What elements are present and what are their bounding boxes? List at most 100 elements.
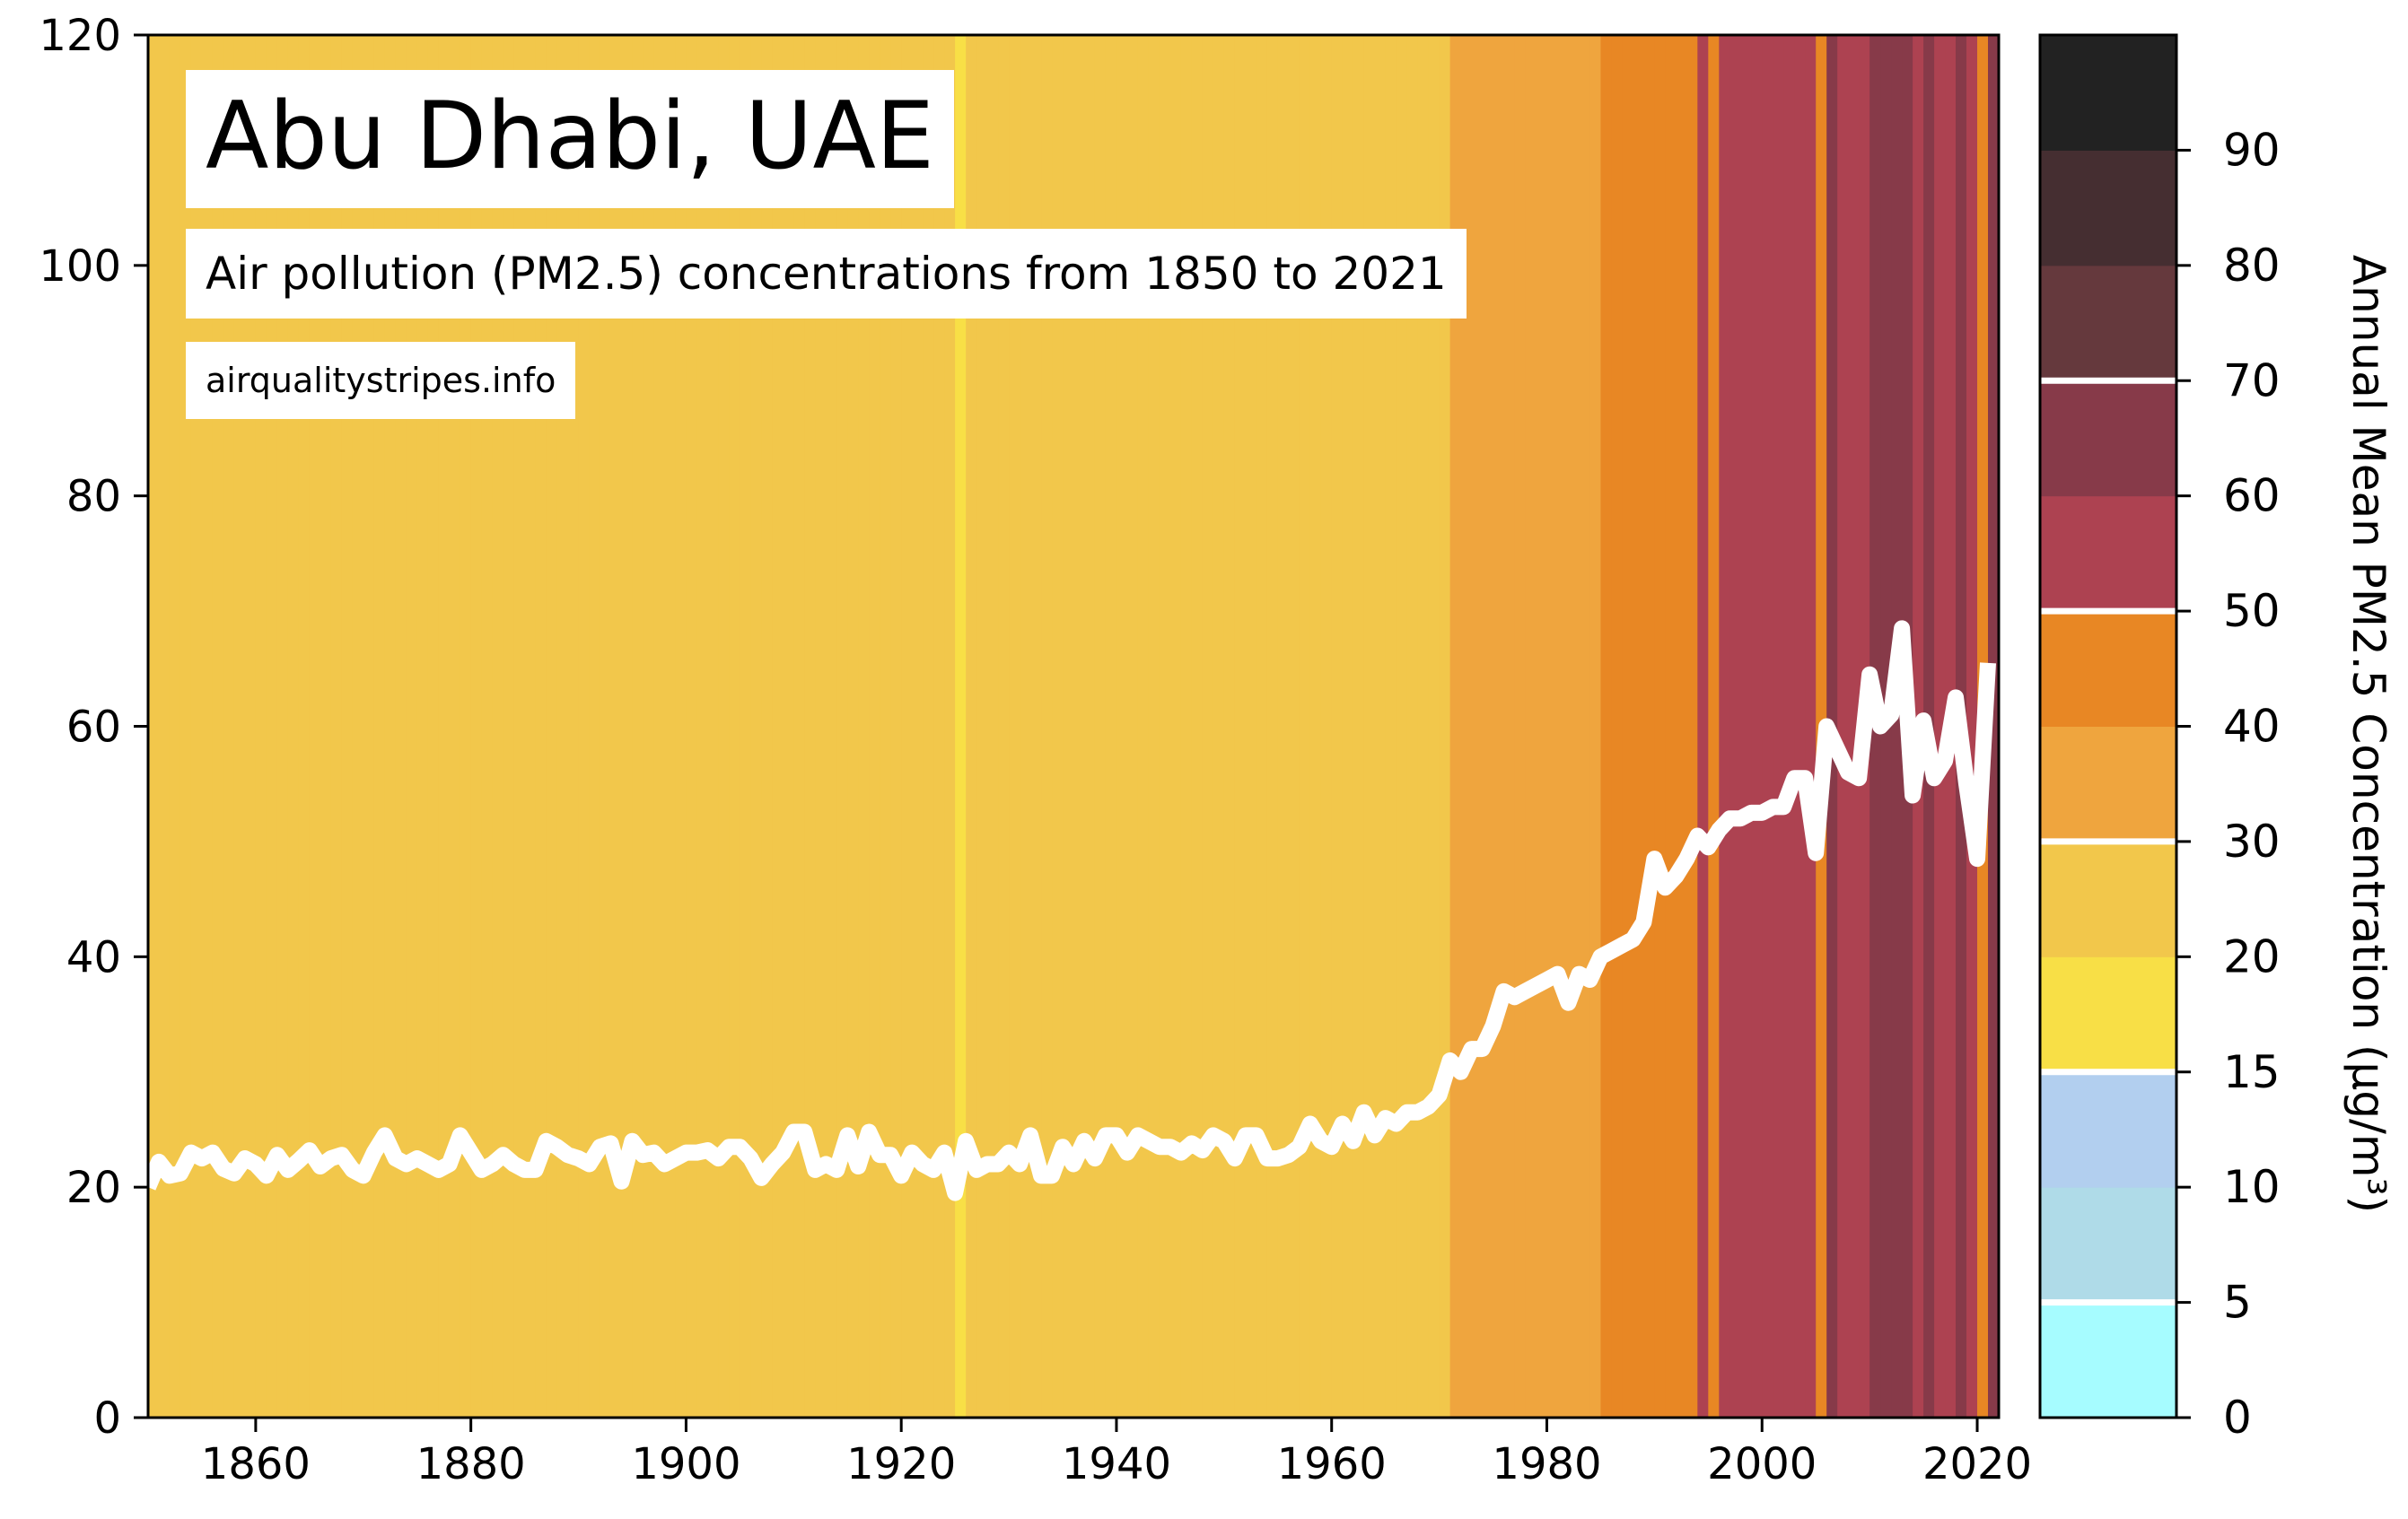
stripe-1986 — [1611, 35, 1624, 1418]
stripe-1985 — [1600, 35, 1613, 1418]
stripe-1894 — [621, 35, 634, 1418]
stripe-1978 — [1525, 35, 1537, 1418]
stripe-1891 — [589, 35, 601, 1418]
colorbar-label: Annual Mean PM2.5 Concentration (µg/m³) — [2342, 255, 2395, 1213]
stripe-1906 — [750, 35, 762, 1418]
stripe-2000 — [1762, 35, 1773, 1418]
x-tick-label-1980: 1980 — [1492, 1439, 1601, 1489]
x-tick-label-1940: 1940 — [1062, 1439, 1171, 1489]
stripe-1951 — [1234, 35, 1247, 1418]
y-tick-label-40: 40 — [66, 932, 121, 982]
stripe-2012 — [1891, 35, 1903, 1418]
stripe-1926 — [966, 35, 977, 1418]
stripe-1927 — [976, 35, 988, 1418]
colorbar-bin-80 — [2040, 150, 2176, 266]
stripe-1993 — [1686, 35, 1698, 1418]
stripe-1901 — [696, 35, 708, 1418]
stripe-1956 — [1288, 35, 1300, 1418]
colorbar-tick-label-0: 0 — [2223, 1392, 2252, 1444]
stripe-1973 — [1471, 35, 1484, 1418]
stripe-1988 — [1633, 35, 1644, 1418]
stripe-1903 — [718, 35, 730, 1418]
stripe-1904 — [729, 35, 740, 1418]
stripe-1996 — [1719, 35, 1730, 1418]
colorbar-tick-label-80: 80 — [2223, 240, 2281, 292]
stripe-2007 — [1837, 35, 1849, 1418]
colorbar-tick-label-15: 15 — [2223, 1046, 2281, 1098]
stripe-1944 — [1159, 35, 1171, 1418]
stripe-1921 — [912, 35, 924, 1418]
chart-title: Abu Dhabi, UAE — [186, 70, 954, 208]
stripe-1907 — [761, 35, 773, 1418]
stripe-1979 — [1536, 35, 1548, 1418]
y-tick-label-0: 0 — [93, 1393, 121, 1444]
stripe-1969 — [1428, 35, 1440, 1418]
stripe-1957 — [1299, 35, 1311, 1418]
colorbar-bin-60 — [2040, 380, 2176, 497]
colorbar-tick-label-60: 60 — [2223, 470, 2281, 522]
stripe-1931 — [1020, 35, 1031, 1418]
stripe-1981 — [1557, 35, 1570, 1418]
pm25-line-series — [140, 620, 1996, 1201]
stripe-1989 — [1643, 35, 1655, 1418]
stripe-1899 — [675, 35, 687, 1418]
stripe-1851 — [158, 35, 171, 1418]
stripe-1966 — [1396, 35, 1408, 1418]
stripe-1930 — [1009, 35, 1020, 1418]
stripe-1961 — [1342, 35, 1354, 1418]
colorbar-tick-label-70: 70 — [2223, 354, 2281, 406]
stripe-1998 — [1740, 35, 1752, 1418]
y-tick-label-60: 60 — [66, 703, 121, 753]
stripe-1977 — [1514, 35, 1527, 1418]
stripe-1997 — [1729, 35, 1741, 1418]
x-tick-label-1960: 1960 — [1277, 1439, 1387, 1489]
colorbar-tick-label-5: 5 — [2223, 1277, 2252, 1329]
colorbar-bin-5 — [2040, 1187, 2176, 1304]
colorbar-bin-40 — [2040, 611, 2176, 727]
stripe-1995 — [1708, 35, 1720, 1418]
stripe-1897 — [653, 35, 666, 1418]
stripe-1902 — [707, 35, 719, 1418]
stripe-1896 — [643, 35, 655, 1418]
stripe-1915 — [847, 35, 859, 1418]
y-tick-label-100: 100 — [39, 241, 121, 292]
stripe-2019 — [1966, 35, 1978, 1418]
stripe-1934 — [1052, 35, 1064, 1418]
stripe-1937 — [1083, 35, 1096, 1418]
stripe-1908 — [772, 35, 784, 1418]
stripe-1968 — [1417, 35, 1430, 1418]
stripe-1914 — [836, 35, 848, 1418]
stripe-2001 — [1773, 35, 1784, 1418]
y-axis: 0 20 40 60 80 100 120 — [39, 11, 148, 1444]
stripe-1983 — [1579, 35, 1591, 1418]
colorbar-tick-label-10: 10 — [2223, 1161, 2281, 1213]
stripe-1890 — [578, 35, 591, 1418]
stripe-1940 — [1116, 35, 1128, 1418]
stripe-1982 — [1568, 35, 1581, 1418]
colorbar-bin-70 — [2040, 265, 2176, 381]
stripe-1898 — [664, 35, 677, 1418]
stripe-2016 — [1934, 35, 1946, 1418]
x-tick-label-2000: 2000 — [1707, 1439, 1817, 1489]
stripe-1964 — [1374, 35, 1387, 1418]
x-tick-label-1900: 1900 — [631, 1439, 740, 1489]
stripe-1893 — [610, 35, 623, 1418]
stripe-1962 — [1353, 35, 1365, 1418]
source-link[interactable]: airqualitystripes.info — [186, 342, 576, 419]
stripe-1991 — [1665, 35, 1677, 1418]
stripe-1919 — [890, 35, 902, 1418]
stripe-1918 — [880, 35, 891, 1418]
stripe-1984 — [1589, 35, 1602, 1418]
colorbar-bin-15 — [2040, 956, 2176, 1073]
stripe-1939 — [1105, 35, 1117, 1418]
stripe-1976 — [1503, 35, 1516, 1418]
stripe-1923 — [933, 35, 945, 1418]
y-tick-label-120: 120 — [39, 11, 121, 61]
x-tick-label-1860: 1860 — [201, 1439, 311, 1489]
stripe-1928 — [987, 35, 999, 1418]
stripe-1900 — [686, 35, 698, 1418]
stripe-1987 — [1622, 35, 1633, 1418]
colorbar-tick-label-40: 40 — [2223, 701, 2281, 753]
stripe-1913 — [826, 35, 837, 1418]
stripe-2003 — [1794, 35, 1806, 1418]
